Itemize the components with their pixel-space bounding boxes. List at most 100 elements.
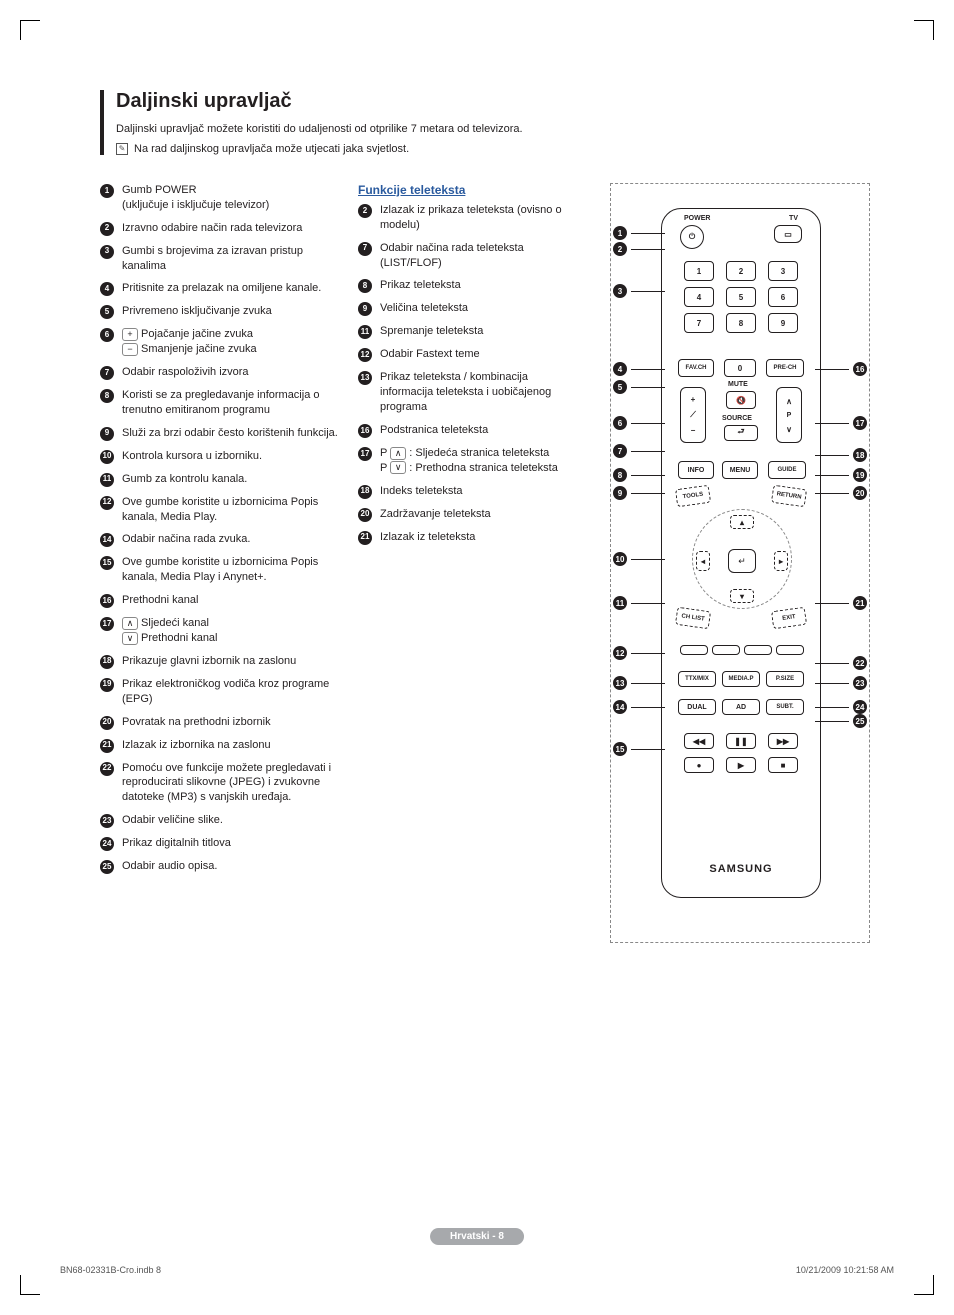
number-badge: 1 — [100, 184, 114, 198]
list-item: 5Privremeno isključivanje zvuka — [100, 304, 340, 319]
note-text: Na rad daljinskog upravljača može utjeca… — [134, 143, 409, 155]
callout-13: 13 — [613, 676, 665, 690]
callout-line — [631, 451, 665, 452]
callout-line — [815, 603, 849, 604]
callout-2: 2 — [613, 242, 665, 256]
number-badge: 8 — [100, 389, 114, 403]
crop-mark — [20, 1275, 40, 1295]
key-6: 6 — [768, 287, 798, 307]
brand-label: SAMSUNG — [662, 863, 820, 875]
callout-badge: 12 — [613, 646, 627, 660]
record-button: ● — [684, 757, 714, 773]
dpad-down: ▾ — [730, 589, 754, 603]
list-item: 1 Gumb POWER(uključuje i isključuje telev… — [100, 183, 340, 213]
callout-badge: 24 — [853, 700, 867, 714]
key-4: 4 — [684, 287, 714, 307]
callout-line — [631, 423, 665, 424]
remote-diagram: POWER TV ⏻ ▭ 1 2 3 4 5 6 7 8 9 FAV.CH 0 … — [610, 183, 870, 943]
list-item: 19Prikaz elektroničkog vodiča kroz progr… — [100, 677, 340, 707]
item-text: Privremeno isključivanje zvuka — [122, 304, 340, 319]
list-item: 3Gumbi s brojevima za izravan pristup ka… — [100, 244, 340, 274]
list-item: 18 Prikazuje glavni izbornik na zaslonu — [100, 654, 340, 669]
list-item: 8Prikaz teleteksta — [358, 278, 568, 293]
callout-18: 18 — [815, 448, 867, 462]
list-item: 12Ove gumbe koristite u izbornicima Popi… — [100, 495, 340, 525]
list-item: 21Izlazak iz izbornika na zaslonu — [100, 738, 340, 753]
item-text: Gumb POWER(uključuje i isključuje televi… — [122, 183, 340, 213]
callout-line — [631, 683, 665, 684]
number-badge: 6 — [100, 328, 114, 342]
number-badge: 12 — [100, 496, 114, 510]
list-item: 11Gumb za kontrolu kanala. — [100, 472, 340, 487]
callout-3: 3 — [613, 284, 665, 298]
number-badge: 18 — [100, 655, 114, 669]
item-text: Pritisnite za prelazak na omiljene kanal… — [122, 281, 340, 296]
list-item: 18Indeks teleteksta — [358, 484, 568, 499]
callout-badge: 4 — [613, 362, 627, 376]
key-9: 9 — [768, 313, 798, 333]
number-badge: 15 — [100, 556, 114, 570]
number-badge: 9 — [358, 302, 372, 316]
rewind-button: ◀◀ — [684, 733, 714, 749]
tv-label: TV — [789, 215, 798, 222]
list-item: 24 Prikaz digitalnih titlova — [100, 836, 340, 851]
list-item: 21Izlazak iz teleteksta — [358, 530, 568, 545]
note-row: ✎ Na rad daljinskog upravljača može utje… — [116, 143, 894, 155]
remote-body: POWER TV ⏻ ▭ 1 2 3 4 5 6 7 8 9 FAV.CH 0 … — [661, 208, 821, 898]
exit-button: EXIT — [771, 607, 807, 630]
play-button: ▶ — [726, 757, 756, 773]
source-button: ⮐ — [724, 425, 758, 441]
dpad-enter: ↵ — [728, 549, 756, 573]
list-item: 23 Odabir veličine slike. — [100, 813, 340, 828]
footer-timestamp: 10/21/2009 10:21:58 AM — [796, 1265, 894, 1275]
callout-11: 11 — [613, 596, 665, 610]
favch-button: FAV.CH — [678, 359, 714, 377]
number-badge: 7 — [358, 242, 372, 256]
number-badge: 13 — [358, 371, 372, 385]
callout-badge: 10 — [613, 552, 627, 566]
intro-text: Daljinski upravljač možete koristiti do … — [116, 123, 894, 135]
list-item: 13 Prikaz teleteksta / kombinacija inform… — [358, 370, 568, 415]
item-text: Odabir veličine slike. — [122, 813, 340, 828]
item-text: Odabir Fastext teme — [380, 347, 568, 362]
number-badge: 25 — [100, 860, 114, 874]
number-badge: 8 — [358, 279, 372, 293]
callout-line — [631, 707, 665, 708]
callout-22: 22 — [815, 656, 867, 670]
crop-mark — [20, 20, 40, 40]
color-buttons — [680, 645, 804, 655]
callout-25: 25 — [815, 714, 867, 728]
item-text: Gumb za kontrolu kanala. — [122, 472, 340, 487]
item-text: Izravno odabire način rada televizora — [122, 221, 340, 236]
number-badge: 24 — [100, 837, 114, 851]
number-badge: 3 — [100, 245, 114, 259]
callout-1: 1 — [613, 226, 665, 240]
number-badge: 17 — [358, 447, 372, 461]
callout-badge: 7 — [613, 444, 627, 458]
callout-10: 10 — [613, 552, 665, 566]
callout-badge: 1 — [613, 226, 627, 240]
item-text: Prikaz elektroničkog vodiča kroz program… — [122, 677, 340, 707]
callout-badge: 23 — [853, 676, 867, 690]
callout-24: 24 — [815, 700, 867, 714]
callout-7: 7 — [613, 444, 665, 458]
callout-badge: 5 — [613, 380, 627, 394]
item-text: Prikaz digitalnih titlova — [122, 836, 340, 851]
content-columns: 1 Gumb POWER(uključuje i isključuje telev… — [100, 183, 894, 943]
number-badge: 16 — [358, 424, 372, 438]
green-button — [712, 645, 740, 655]
number-badge: 11 — [358, 325, 372, 339]
list-item: 11Spremanje teleteksta — [358, 324, 568, 339]
section-header: Daljinski upravljač Daljinski upravljač … — [100, 90, 894, 155]
middle-list: 2Izlazak iz prikaza teleteksta (ovisno o… — [358, 203, 568, 545]
number-badge: 23 — [100, 814, 114, 828]
key-3: 3 — [768, 261, 798, 281]
callout-line — [631, 559, 665, 560]
tools-button: TOOLS — [675, 485, 711, 508]
callout-23: 23 — [815, 676, 867, 690]
item-text: Prikaz teleteksta / kombinacija informac… — [380, 370, 568, 415]
item-text: Prikazuje glavni izbornik na zaslonu — [122, 654, 340, 669]
callout-line — [631, 291, 665, 292]
callout-9: 9 — [613, 486, 665, 500]
callout-line — [631, 369, 665, 370]
